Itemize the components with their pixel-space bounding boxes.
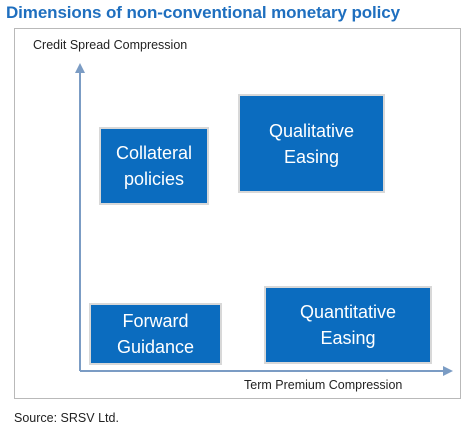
qualitative-easing-box: Qualitative Easing — [238, 94, 385, 193]
qualitative-easing-line2: Easing — [283, 146, 340, 167]
qualitative-easing-line1: Qualitative — [268, 120, 355, 141]
quantitative-easing-line1: Quantitative — [299, 302, 397, 322]
source-note: Source: SRSV Ltd. — [14, 411, 119, 425]
quantitative-easing-box: Quantitative Easing — [264, 286, 432, 364]
forward-guidance-line1: Forward — [122, 311, 189, 331]
forward-guidance-line2: Guidance — [116, 337, 195, 357]
collateral-policies-line1: Collateral — [115, 143, 193, 163]
collateral-policies-box: Collateral policies — [99, 127, 209, 205]
diagram-frame — [14, 28, 461, 399]
quantitative-easing-line2: Easing — [320, 328, 376, 348]
x-axis-label: Term Premium Compression — [244, 378, 403, 392]
diagram-title: Dimensions of non-conventional monetary … — [6, 3, 401, 22]
collateral-policies-line2: policies — [123, 169, 184, 189]
y-axis-label: Credit Spread Compression — [33, 38, 188, 52]
forward-guidance-box: Forward Guidance — [89, 303, 222, 365]
